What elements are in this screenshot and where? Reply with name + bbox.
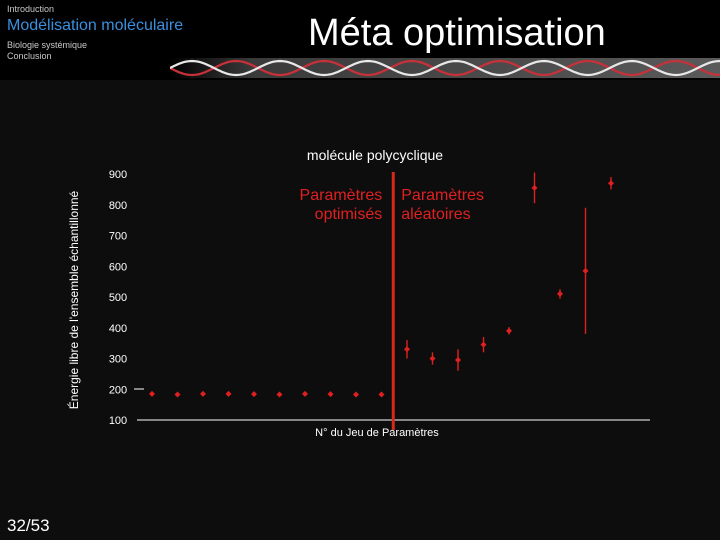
y-tick-label: 600 (109, 261, 127, 273)
page-number: 32/53 (7, 516, 50, 535)
nav-item-introduction[interactable]: Introduction (7, 4, 55, 14)
chart-title: molécule polycyclique (307, 147, 443, 163)
data-point (429, 355, 436, 362)
slide-title: Méta optimisation (308, 12, 606, 54)
y-axis-label: Énergie libre de l'ensemble échantillonn… (66, 190, 81, 409)
data-point (557, 290, 563, 297)
data-point (353, 391, 359, 398)
content-panel (0, 80, 720, 540)
data-point (455, 357, 461, 364)
annotation-optimized: optimisés (315, 206, 383, 223)
data-point (276, 391, 283, 398)
y-tick-label: 700 (109, 231, 127, 243)
data-point (200, 390, 206, 397)
y-tick-label: 100 (109, 415, 127, 427)
data-point (506, 327, 512, 334)
data-point (327, 391, 334, 398)
data-point (378, 391, 385, 398)
data-point (251, 391, 257, 398)
nav-item-biologie[interactable]: Biologie systémique (7, 40, 88, 50)
annotation-random: aléatoires (401, 206, 470, 223)
x-axis-label: N° du Jeu de Paramètres (315, 427, 439, 439)
data-point (404, 346, 410, 353)
data-point (480, 341, 487, 348)
data-point (531, 184, 538, 191)
y-tick-label: 200 (109, 384, 127, 396)
data-point (225, 390, 232, 397)
data-point (582, 267, 589, 274)
y-tick-label: 300 (109, 354, 127, 366)
data-point (608, 180, 614, 187)
data-point (302, 390, 308, 397)
annotation-optimized: Paramètres (300, 187, 383, 204)
nav-item-conclusion[interactable]: Conclusion (7, 51, 52, 61)
data-point (149, 390, 155, 397)
y-tick-label: 500 (109, 292, 127, 304)
nav-item-modelisation[interactable]: Modélisation moléculaire (7, 17, 184, 34)
dna-banner (170, 58, 720, 78)
y-tick-label: 900 (109, 169, 127, 181)
annotation-random: Paramètres (401, 187, 484, 204)
y-tick-label: 400 (109, 323, 127, 335)
y-tick-label: 800 (109, 200, 127, 212)
data-point (174, 391, 181, 398)
